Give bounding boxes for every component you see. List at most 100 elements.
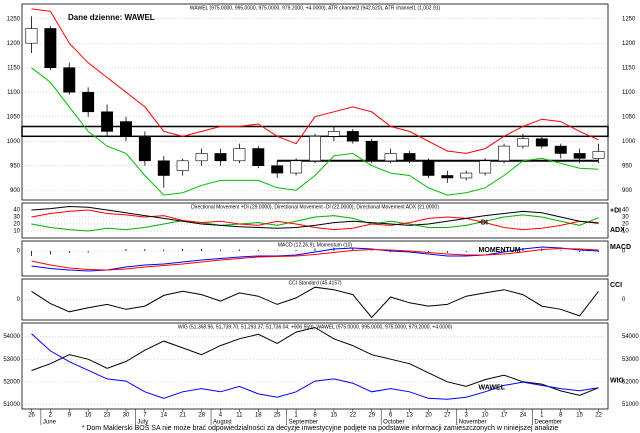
y-tick-label-right: 1250 — [622, 16, 636, 22]
panel-header: MACD (12,26,9), Momentum (10) — [278, 242, 353, 248]
series-line — [31, 205, 599, 229]
y-tick-label: 1200 — [7, 41, 21, 47]
y-tick-label-right: 30 — [622, 215, 629, 221]
y-tick-label: 52000 — [3, 379, 20, 385]
y-tick-label: 40 — [13, 208, 20, 214]
series-label: MOMENTUM — [479, 247, 521, 254]
x-tick-label: 11 — [236, 413, 243, 419]
candle-body — [327, 131, 340, 137]
x-tick-label: 28 — [198, 413, 205, 419]
month-label: June — [43, 420, 57, 426]
series-label: CCI — [610, 282, 622, 289]
candle-body — [441, 175, 454, 179]
y-tick-label: 0 — [17, 297, 21, 303]
panel-header: CCI Standard (45.4157) — [288, 280, 341, 286]
series-line — [31, 247, 599, 271]
x-tick-label: 1 — [540, 413, 544, 419]
x-tick-label: 8 — [313, 413, 317, 419]
x-tick-label: 25 — [274, 413, 281, 419]
candle-body — [25, 28, 38, 44]
series-line — [31, 214, 599, 232]
x-tick-label: 26 — [28, 413, 35, 419]
candle-body — [157, 160, 170, 176]
x-tick-label: 4 — [219, 413, 223, 419]
month-label: November — [459, 420, 487, 426]
panel-frame — [21, 202, 609, 239]
x-tick-label: 29 — [368, 413, 375, 419]
y-tick-label: 30 — [13, 215, 20, 221]
candle-body — [592, 151, 605, 159]
x-tick-label: 3 — [465, 413, 469, 419]
candle-body — [101, 111, 114, 132]
candle-body — [422, 160, 435, 176]
candle-body — [271, 165, 284, 174]
series-line — [31, 333, 599, 400]
y-tick-label-right: 1000 — [622, 139, 636, 145]
x-tick-label: 17 — [501, 413, 508, 419]
candle-body — [516, 138, 529, 147]
y-tick-label-right: 10 — [622, 229, 629, 235]
x-tick-label: 9 — [68, 413, 72, 419]
candle-body — [176, 160, 189, 171]
panel-header: Directional Movement +DI (29.0000), Dire… — [191, 204, 439, 210]
x-tick-label: 21 — [179, 413, 186, 419]
y-tick-label: 1250 — [7, 16, 21, 22]
series-label: MACD — [610, 244, 631, 251]
candle-body — [44, 28, 57, 69]
candle-body — [498, 145, 511, 162]
candle-body — [365, 140, 378, 162]
series-line — [31, 326, 599, 396]
x-tick-label: 16 — [85, 413, 92, 419]
y-tick-label: 1050 — [7, 114, 21, 120]
series-line — [31, 8, 599, 154]
y-tick-label: 950 — [10, 163, 21, 169]
candle-body — [346, 131, 359, 142]
x-tick-label: 15 — [331, 413, 338, 419]
candle-body — [573, 153, 586, 159]
candle-body — [214, 153, 227, 162]
x-tick-label: 7 — [143, 413, 147, 419]
candle-body — [554, 145, 567, 154]
y-tick-label-right: 1150 — [622, 65, 636, 71]
series-line — [31, 286, 599, 319]
x-tick-label: 2 — [49, 413, 53, 419]
y-tick-label-right: 1050 — [622, 114, 636, 120]
x-tick-label: 22 — [349, 413, 356, 419]
x-tick-label: 30 — [123, 413, 130, 419]
x-tick-label: 24 — [520, 413, 527, 419]
y-tick-label: 20 — [13, 222, 20, 228]
x-tick-label: 13 — [406, 413, 413, 419]
series-label: -DI — [479, 219, 488, 226]
month-label: October — [383, 420, 404, 426]
candle-body — [460, 172, 473, 179]
candle-body — [82, 91, 95, 113]
month-label: August — [213, 420, 232, 426]
series-label: ADX — [610, 227, 625, 234]
y-tick-label-right: 54000 — [622, 334, 639, 340]
panel-frame — [21, 3, 609, 201]
series-line — [31, 246, 599, 272]
y-tick-label-right: 53000 — [622, 357, 639, 363]
candle-body — [138, 136, 151, 162]
x-tick-label: 1 — [294, 413, 298, 419]
y-tick-label: 0 — [17, 249, 21, 255]
x-tick-label: 22 — [595, 413, 602, 419]
series-line — [31, 209, 599, 231]
y-tick-label: 1000 — [7, 139, 21, 145]
x-tick-label: 6 — [389, 413, 393, 419]
series-line — [31, 67, 599, 196]
y-tick-label: 10 — [13, 229, 20, 235]
y-tick-label-right: 0 — [622, 297, 626, 303]
y-tick-label-right: 1200 — [622, 41, 636, 47]
y-tick-label-right: 51000 — [622, 402, 639, 408]
y-tick-label-right: 950 — [622, 163, 633, 169]
month-label: December — [534, 420, 562, 426]
month-label: September — [289, 420, 318, 426]
candle-body — [233, 148, 246, 162]
y-tick-label-right: 0 — [622, 249, 626, 255]
y-tick-label: 900 — [10, 188, 21, 194]
x-tick-label: 27 — [444, 413, 451, 419]
series-label: WIG — [610, 378, 625, 385]
month-label: July — [137, 420, 148, 426]
footer: * Dom Maklerski BOŚ SA nie może brać odp… — [82, 423, 559, 432]
